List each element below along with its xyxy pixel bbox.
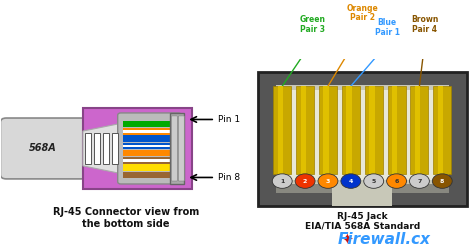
Text: Orange
Pair 2: Orange Pair 2: [346, 4, 378, 22]
Bar: [123, 157, 174, 164]
Bar: [123, 150, 174, 156]
Text: 2: 2: [303, 179, 307, 184]
Circle shape: [364, 174, 383, 188]
Bar: [392, 86, 398, 174]
Bar: [388, 86, 405, 174]
Bar: [85, 132, 91, 164]
Text: 3: 3: [326, 179, 330, 184]
Bar: [410, 86, 428, 174]
Circle shape: [295, 174, 315, 188]
Text: RJ-45 Connector view from
the bottom side: RJ-45 Connector view from the bottom sid…: [53, 207, 199, 229]
Bar: [433, 86, 451, 174]
Bar: [83, 108, 192, 189]
Text: 568A: 568A: [29, 143, 57, 154]
Bar: [123, 159, 174, 161]
Bar: [415, 86, 420, 174]
Bar: [284, 91, 441, 180]
Text: RJ-45 Jack
EIA/TIA 568A Standard: RJ-45 Jack EIA/TIA 568A Standard: [305, 212, 420, 231]
Bar: [342, 86, 360, 174]
Bar: [94, 132, 100, 164]
Bar: [123, 121, 174, 127]
Bar: [123, 130, 174, 132]
Bar: [346, 86, 352, 174]
Text: 5: 5: [372, 179, 376, 184]
Bar: [276, 184, 332, 193]
Bar: [369, 86, 374, 174]
Circle shape: [318, 174, 338, 188]
Circle shape: [410, 174, 429, 188]
Polygon shape: [83, 124, 118, 173]
Bar: [365, 86, 383, 174]
Bar: [123, 164, 174, 171]
Text: Brown
Pair 4: Brown Pair 4: [411, 15, 438, 34]
Bar: [332, 184, 392, 206]
Circle shape: [432, 174, 452, 188]
Text: ✦: ✦: [340, 232, 353, 247]
Bar: [112, 132, 118, 164]
Bar: [276, 85, 449, 193]
Bar: [301, 86, 306, 174]
Bar: [296, 86, 314, 174]
Bar: [319, 86, 337, 174]
Text: 1: 1: [280, 179, 284, 184]
Bar: [123, 143, 174, 149]
FancyBboxPatch shape: [178, 116, 184, 181]
Bar: [103, 132, 109, 164]
Text: Firewall.cx: Firewall.cx: [337, 232, 431, 247]
FancyBboxPatch shape: [0, 118, 87, 179]
Circle shape: [341, 174, 361, 188]
Bar: [273, 86, 291, 174]
Bar: [123, 172, 174, 178]
Text: Blue
Pair 1: Blue Pair 1: [374, 18, 400, 37]
Circle shape: [272, 174, 292, 188]
Text: 6: 6: [394, 179, 399, 184]
Bar: [258, 72, 466, 206]
Bar: [438, 86, 443, 174]
Bar: [123, 128, 174, 135]
Circle shape: [387, 174, 407, 188]
Text: 8: 8: [440, 179, 445, 184]
Text: 7: 7: [417, 179, 421, 184]
FancyBboxPatch shape: [118, 113, 182, 184]
Text: Green
Pair 3: Green Pair 3: [300, 15, 326, 34]
Bar: [278, 86, 283, 174]
Bar: [170, 113, 184, 184]
Bar: [123, 135, 174, 142]
Text: 4: 4: [349, 179, 353, 184]
Bar: [392, 184, 449, 193]
Bar: [323, 86, 329, 174]
Text: Pin 8: Pin 8: [218, 173, 240, 182]
FancyBboxPatch shape: [172, 116, 177, 181]
Text: Pin 1: Pin 1: [218, 115, 240, 124]
Bar: [123, 145, 174, 147]
